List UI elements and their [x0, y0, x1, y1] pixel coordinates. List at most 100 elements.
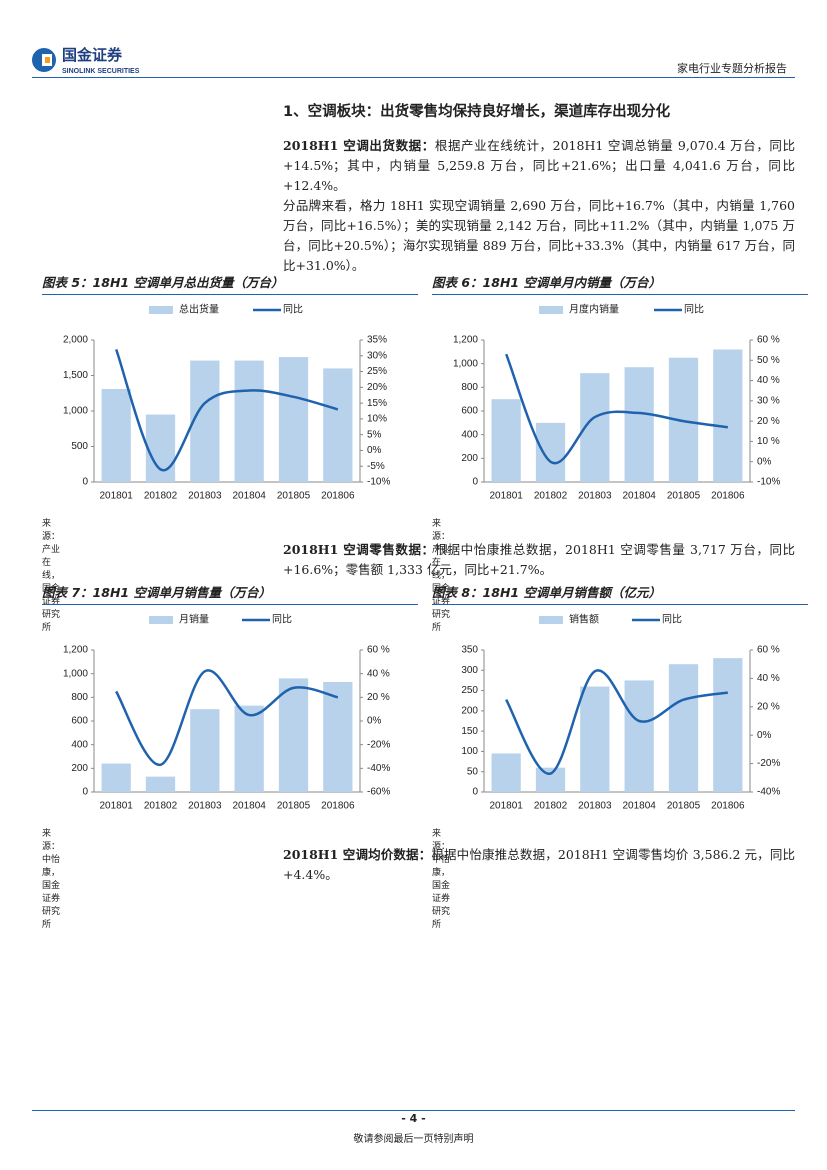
line	[115, 669, 339, 767]
legend-label: 同比	[662, 614, 682, 626]
x-tick-label: 201805	[277, 491, 311, 502]
bar	[713, 349, 743, 482]
x-tick-label: 201806	[711, 491, 745, 502]
tick-label: 500	[71, 441, 88, 452]
bar	[145, 414, 176, 482]
chart-title: 图表 7：18H1 空调单月销售量（万台）	[42, 582, 418, 605]
tick-label: -10%	[367, 477, 390, 488]
tick-label: 35%	[367, 335, 387, 346]
bar	[234, 705, 264, 792]
bar	[101, 763, 131, 792]
tick-label: 30%	[367, 350, 387, 361]
line	[505, 353, 729, 465]
chart-source: 来源：中怡康，国金证券研究所	[432, 829, 451, 930]
bar	[491, 753, 521, 792]
bar	[278, 357, 309, 482]
paragraph: 2018H1 空调零售数据：根据中怡康推总数据，2018H1 空调零售量 3,7…	[283, 540, 795, 580]
tick-label: 100	[461, 746, 478, 757]
report-name: 家电行业专题分析报告	[677, 62, 787, 75]
tick-label: 600	[461, 406, 478, 417]
chart-title: 图表 8：18H1 空调单月销售额（亿元）	[432, 582, 808, 605]
x-tick-label: 201803	[578, 491, 612, 502]
tick-label: 50 %	[757, 355, 780, 366]
x-tick-label: 201804	[622, 491, 656, 502]
tick-label: 15%	[367, 398, 387, 409]
tick-label: 2,000	[63, 335, 88, 346]
line	[114, 349, 339, 472]
page-number: - 4 -	[401, 1112, 426, 1125]
tick-label: 60 %	[757, 645, 780, 656]
chart-source: 来源：中怡康，国金证券研究所	[42, 829, 61, 930]
lead: 2018H1 空调零售数据：	[283, 542, 435, 557]
tick-label: 200	[461, 705, 478, 716]
tick-label: 60 %	[757, 335, 780, 346]
logo-cn: 国金证券	[62, 46, 123, 64]
legend-label: 销售额	[569, 613, 599, 626]
bar	[668, 664, 699, 792]
x-tick-label: 201802	[534, 491, 568, 502]
tick-label: 400	[71, 739, 88, 750]
legend-swatch	[539, 616, 563, 624]
x-tick-label: 201806	[711, 801, 745, 812]
x-tick-label: 201805	[277, 801, 311, 812]
text: 分品牌来看，格力 18H1 实现空调销量 2,690 万台，同比+16.7%（其…	[283, 198, 795, 273]
tick-label: 1,200	[453, 335, 478, 346]
legend-label: 同比	[272, 614, 292, 626]
tick-label: 0%	[757, 456, 772, 467]
bar	[580, 686, 610, 792]
x-tick-label: 201803	[188, 801, 222, 812]
bar	[323, 681, 353, 792]
x-tick-label: 201803	[188, 491, 222, 502]
tick-label: 0	[82, 787, 88, 798]
tick-label: -40%	[367, 763, 390, 774]
tick-label: 20 %	[757, 416, 780, 427]
bar	[491, 399, 521, 482]
tick-label: 350	[461, 645, 478, 656]
tick-label: 150	[461, 726, 478, 737]
tick-label: 0	[82, 477, 88, 488]
bar	[535, 767, 566, 792]
x-tick-label: 201802	[144, 491, 178, 502]
section-title: 1、空调板块：出货零售均保持良好增长，渠道库存出现分化	[283, 104, 671, 120]
tick-label: 20 %	[367, 692, 390, 703]
footer-note: 敬请参阅最后一页特别声明	[353, 1134, 474, 1145]
legend-swatch	[539, 306, 563, 314]
tick-label: 1,000	[63, 406, 88, 417]
x-tick-label: 201806	[321, 491, 355, 502]
legend-label: 月销量	[179, 613, 209, 626]
legend-label: 总出货量	[179, 303, 219, 316]
tick-label: 0	[472, 477, 478, 488]
bar	[278, 678, 309, 792]
tick-label: 800	[461, 382, 478, 393]
tick-label: 5%	[367, 429, 382, 440]
x-tick-label: 201801	[99, 801, 133, 812]
text: 根据中怡康推总数据，2018H1 空调零售量 3,717 万台，同比+16.6%…	[283, 542, 795, 577]
x-tick-label: 201805	[667, 801, 701, 812]
text: 根据中怡康推总数据，2018H1 空调零售均价 3,586.2 元，同比+4.4…	[283, 847, 795, 882]
tick-label: -20%	[757, 758, 780, 769]
x-tick-label: 201801	[99, 491, 133, 502]
tick-label: -40%	[757, 787, 780, 798]
x-tick-label: 201801	[489, 491, 523, 502]
chart-source: 来源：产业在线，国金证券研究所	[432, 519, 451, 633]
footer-rule	[32, 1110, 795, 1111]
tick-label: 200	[461, 453, 478, 464]
logo: 国金证券 SINOLINK SECURITIES	[32, 46, 140, 75]
chart: 0 500 1,000 1,500 2,000 -10% -5% 0% 5% 10% 15% 20% 2…	[63, 303, 390, 502]
tick-label: 0%	[757, 730, 772, 741]
tick-label: 40 %	[757, 673, 780, 684]
x-tick-label: 201802	[144, 801, 178, 812]
bar	[190, 360, 220, 482]
paragraph: 分品牌来看，格力 18H1 实现空调销量 2,690 万台，同比+16.7%（其…	[283, 196, 795, 276]
lead: 2018H1 空调均价数据：	[283, 847, 432, 862]
paragraph: 2018H1 空调出货数据：根据产业在线统计，2018H1 空调总销量 9,07…	[283, 136, 795, 196]
tick-label: 50	[467, 766, 479, 777]
tick-label: 20 %	[757, 701, 780, 712]
tick-label: 60 %	[367, 645, 390, 656]
tick-label: 800	[71, 692, 88, 703]
chart-source: 来源：产业在线，国金证券研究所	[42, 519, 61, 633]
tick-label: 1,500	[63, 370, 88, 381]
tick-label: -60%	[367, 787, 390, 798]
line	[505, 669, 729, 775]
